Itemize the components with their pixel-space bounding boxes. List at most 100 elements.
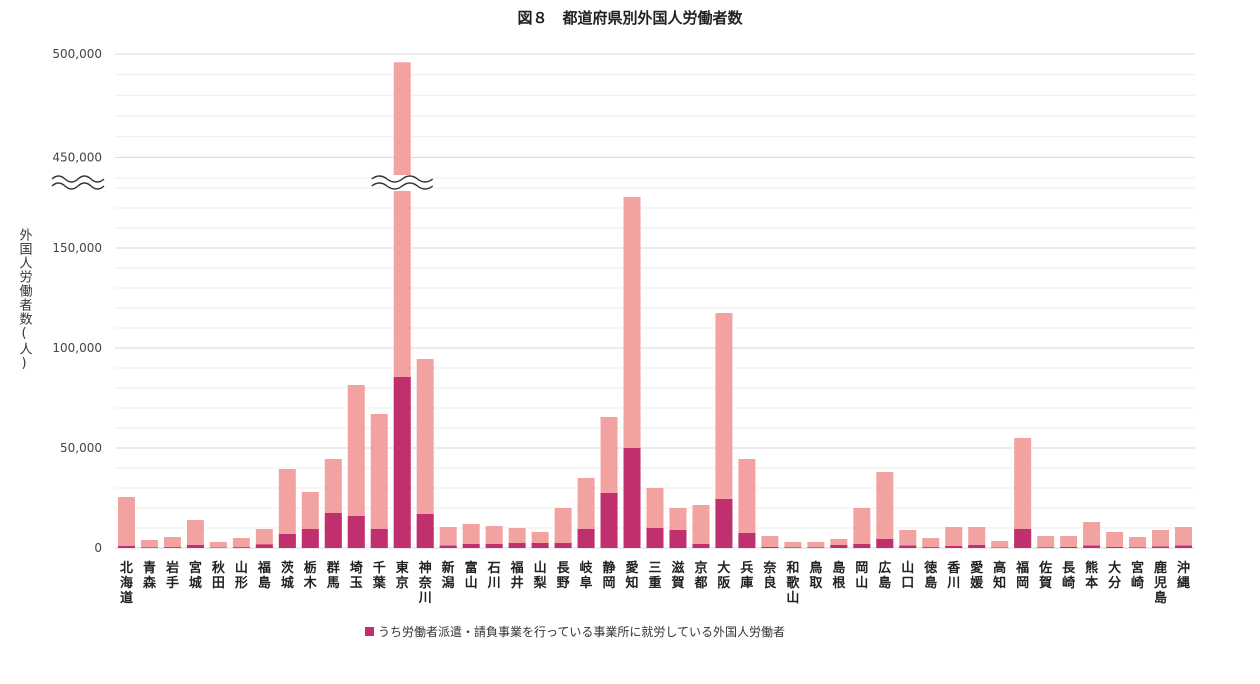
- y-tick-label: 0: [94, 541, 102, 555]
- x-tick-label: 山形: [235, 560, 248, 591]
- bar-total: [968, 527, 986, 548]
- y-tick-label: 500,000: [52, 47, 102, 61]
- x-tick-label: 兵庫: [740, 560, 753, 591]
- x-tick-label: 宮城: [189, 560, 202, 591]
- bar-dispatch: [899, 545, 917, 548]
- bar-total: [876, 472, 894, 548]
- bar-dispatch: [1106, 547, 1124, 548]
- bar-dispatch: [600, 493, 618, 548]
- x-tick-label: 沖縄: [1177, 560, 1190, 591]
- x-tick-label: 千葉: [372, 560, 387, 591]
- bar-total: [692, 505, 710, 548]
- bar-total: [1152, 530, 1170, 548]
- x-tick-label: 埼玉: [350, 560, 363, 591]
- bar-dispatch: [163, 547, 181, 548]
- bar-total: [830, 539, 848, 548]
- bar-dispatch: [646, 528, 664, 548]
- bar-total: [1083, 522, 1101, 548]
- axis-break-mark: [371, 182, 434, 190]
- x-tick-label: 群馬: [327, 560, 340, 591]
- bar-dispatch: [692, 544, 710, 548]
- x-tick-label: 神奈川: [418, 560, 433, 606]
- bar-dispatch: [738, 533, 756, 548]
- bar-total: [347, 385, 365, 548]
- x-tick-label: 岡山: [855, 561, 868, 591]
- bar-total: [370, 414, 388, 548]
- bar-dispatch: [324, 513, 342, 548]
- x-tick-label: 東京: [396, 560, 409, 591]
- bar-total: [416, 359, 434, 548]
- bar-total: [784, 542, 802, 548]
- x-tick-label: 愛媛: [969, 560, 984, 591]
- y-axis: 500,000 450,000 150,000 100,000 50,000 0: [52, 47, 102, 555]
- x-tick-label: 長崎: [1062, 561, 1076, 591]
- x-tick-label: 福岡: [1015, 560, 1029, 591]
- bar-dispatch: [577, 529, 595, 548]
- x-tick-label: 新潟: [442, 560, 455, 591]
- bar-dispatch: [669, 530, 687, 548]
- x-tick-label: 岩手: [165, 560, 179, 591]
- bar-dispatch: [186, 545, 204, 548]
- x-tick-label: 三重: [648, 561, 661, 591]
- y-axis-label: 外国人労働者数(人): [17, 228, 33, 372]
- bar-total: [554, 508, 572, 548]
- x-tick-label: 鹿児島: [1153, 560, 1167, 606]
- bar-dispatch: [1060, 547, 1078, 548]
- bar-dispatch: [531, 543, 549, 548]
- bar-dispatch: [347, 516, 365, 548]
- x-tick-label: 長野: [557, 561, 571, 591]
- x-tick-label: 滋賀: [670, 560, 684, 591]
- x-tick-label: 大阪: [717, 560, 731, 591]
- bar-total: [209, 542, 227, 548]
- bar-dispatch: [968, 545, 986, 548]
- bar-dispatch: [1014, 529, 1032, 548]
- bar-total: [186, 520, 204, 548]
- bar-total: [899, 530, 917, 548]
- chart-title: 図８ 都道府県別外国人労働者数: [517, 9, 743, 27]
- x-tick-label: 大分: [1108, 560, 1121, 591]
- bar-dispatch: [554, 543, 572, 548]
- legend-label: うち労働者派遣・請負事業を行っている事業所に就労している外国人労働者: [378, 624, 785, 639]
- bar-total: [945, 527, 963, 548]
- x-tick-label: 和歌山: [786, 560, 800, 606]
- bar-total: [1037, 536, 1055, 548]
- bar-break-gap: [389, 175, 415, 191]
- bar-dispatch: [853, 544, 871, 548]
- legend: うち労働者派遣・請負事業を行っている事業所に就労している外国人労働者: [365, 624, 785, 639]
- bar-total: [232, 538, 250, 548]
- bar-dispatch: [140, 547, 158, 548]
- x-tick-label: 島根: [832, 560, 846, 591]
- axis-break-mark: [51, 182, 105, 190]
- x-tick-label: 鳥取: [809, 560, 823, 591]
- x-tick-label: 宮崎: [1131, 560, 1144, 591]
- bar-total: [853, 508, 871, 548]
- bar-dispatch: [301, 529, 319, 548]
- bar-dispatch: [623, 448, 641, 548]
- bar-total: [1175, 527, 1193, 548]
- bar-total: [117, 497, 135, 548]
- bar-total: [439, 527, 457, 548]
- bar-dispatch: [807, 547, 825, 548]
- x-tick-label: 京都: [693, 560, 707, 591]
- bar-dispatch: [1175, 545, 1193, 548]
- bar-total: [1106, 532, 1124, 548]
- bar-dispatch: [416, 514, 434, 548]
- gridlines: [115, 53, 1195, 549]
- x-tick-label: 茨城: [281, 560, 295, 591]
- bar-total: [991, 541, 1009, 548]
- x-tick-label: 石川: [487, 561, 501, 591]
- x-tick-label: 北海道: [120, 561, 133, 606]
- bar-dispatch: [761, 547, 779, 548]
- x-tick-label: 香川: [946, 560, 961, 591]
- x-tick-label: 秋田: [212, 560, 226, 591]
- bar-dispatch: [393, 377, 411, 548]
- bar-total: [1014, 438, 1032, 548]
- y-tick-label: 50,000: [60, 441, 102, 455]
- x-tick-label: 栃木: [303, 560, 318, 591]
- bar-total: [163, 537, 181, 548]
- bar-total: [807, 542, 825, 548]
- bar-dispatch: [876, 539, 894, 548]
- bar-dispatch: [784, 547, 802, 548]
- bar-total: [715, 313, 733, 548]
